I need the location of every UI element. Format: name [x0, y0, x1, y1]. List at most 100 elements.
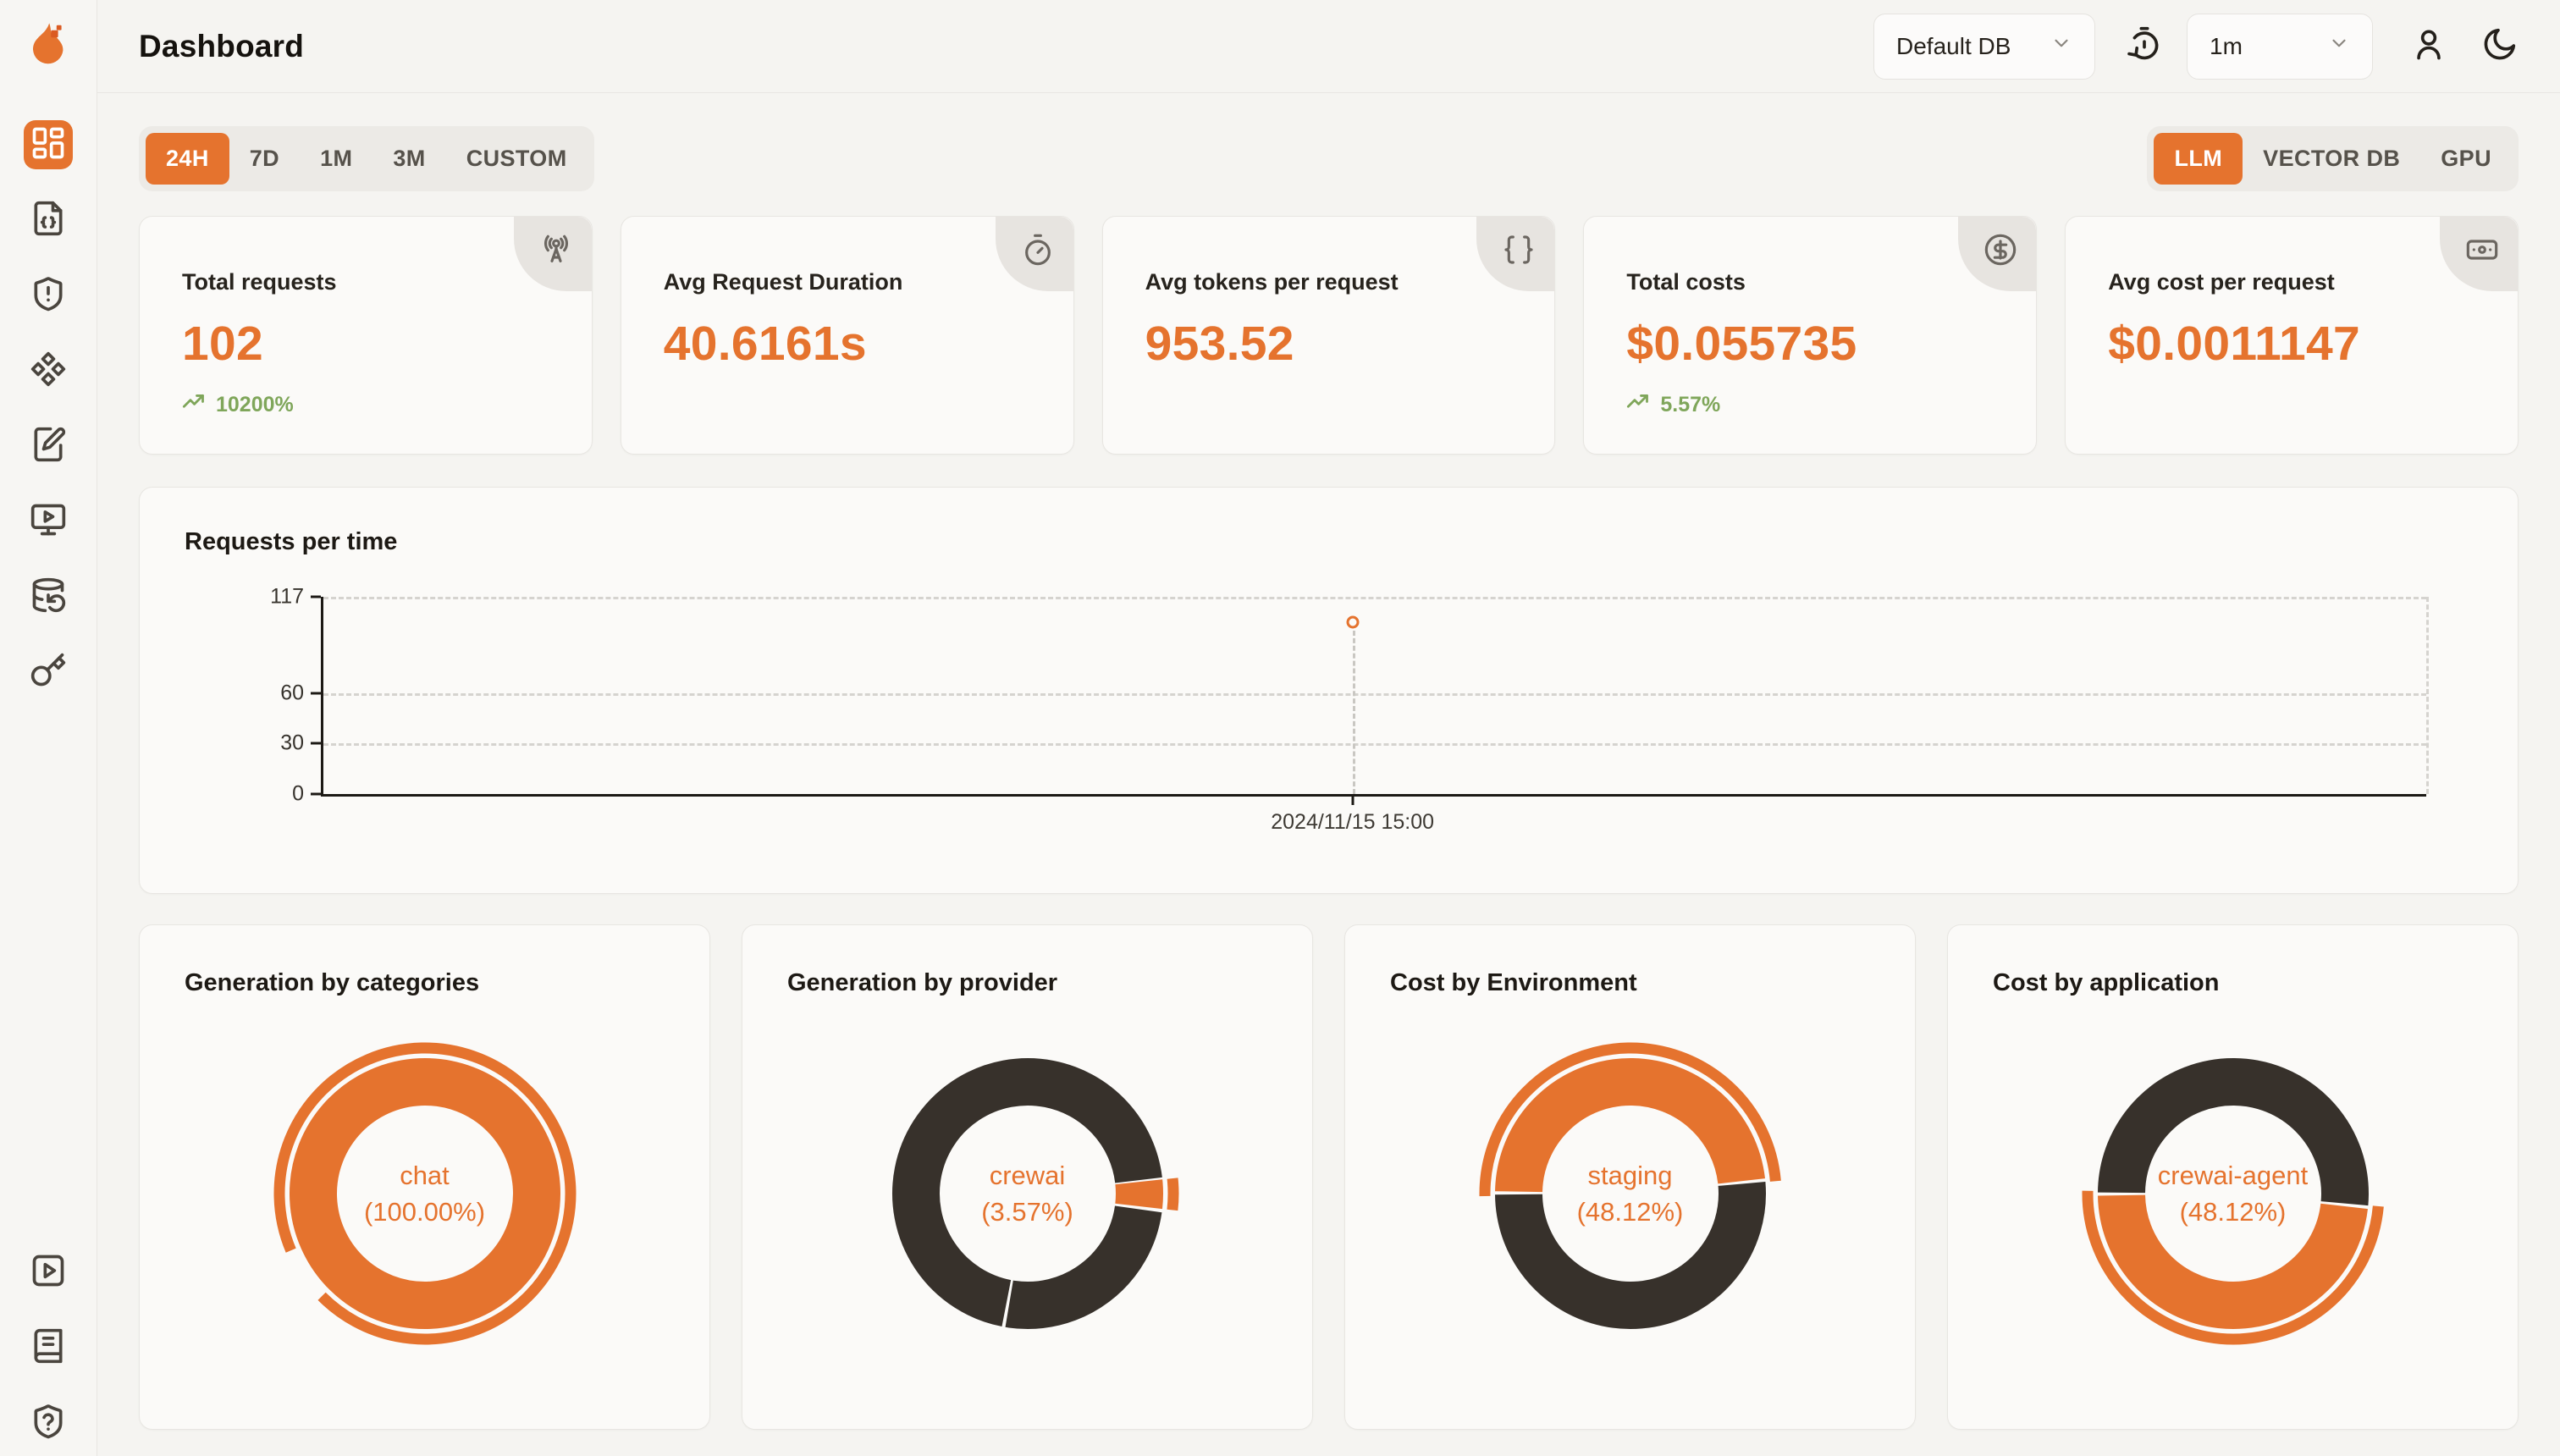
stat-card-total-costs: Total costs $0.055735 5.57%: [1583, 216, 2038, 455]
y-tick-mark: [311, 742, 321, 745]
sidebar-item-openground[interactable]: [24, 497, 73, 546]
stat-title: Avg Request Duration: [663, 269, 903, 295]
shield-question-icon: [30, 1403, 67, 1444]
stopwatch-icon: [1014, 233, 1055, 276]
stat-trend: 10200%: [182, 390, 592, 420]
sidebar-item-requests[interactable]: [24, 196, 73, 245]
chart-title: Requests per time: [185, 528, 398, 555]
h-gridline: [323, 597, 2426, 599]
timer-reset-icon: [2126, 25, 2163, 67]
file-code-icon: [30, 200, 67, 241]
page-header: Dashboard Default DB 1m: [97, 0, 2560, 93]
stat-cards-row: Total requests 102 10200%: [139, 216, 2519, 455]
x-axis-line: [321, 794, 2426, 797]
donut-chart[interactable]: chat (100.00%): [264, 1033, 586, 1354]
y-tick-label: 117: [270, 584, 304, 609]
sidebar-item-support[interactable]: [24, 1398, 73, 1448]
donut-cards-row: Generation by categories chat (100.00%) …: [139, 924, 2519, 1430]
donut-title: Cost by application: [1993, 969, 2220, 996]
stat-title: Total requests: [182, 269, 337, 295]
tab-1m[interactable]: 1M: [320, 146, 353, 171]
sidebar-nav: [24, 120, 73, 723]
user-profile-button[interactable]: [2410, 25, 2447, 67]
y-tick-label: 60: [280, 681, 304, 704]
donut-chart[interactable]: crewai-agent (48.12%): [2072, 1033, 2394, 1354]
mode-tabs: LLM VECTOR DB GPU: [2147, 126, 2519, 191]
sidebar-item-api-keys[interactable]: [24, 648, 73, 697]
circle-dollar-icon: [1977, 233, 2017, 276]
sidebar: [0, 0, 97, 1456]
stat-trend-value: 10200%: [216, 393, 294, 416]
stat-title: Avg tokens per request: [1145, 269, 1399, 295]
sidebar-item-dashboard[interactable]: [24, 120, 73, 169]
theme-toggle-button[interactable]: [2481, 25, 2519, 67]
braces-icon: [1495, 233, 1536, 276]
refresh-interval-value: 1m: [2210, 32, 2243, 59]
stat-card-avg-cost: Avg cost per request $0.0011147: [2065, 216, 2519, 455]
x-tick-label: 2024/11/15 15:00: [1271, 810, 1435, 834]
tab-7d[interactable]: 7D: [249, 146, 280, 171]
tab-24h[interactable]: 24H: [146, 133, 229, 185]
sidebar-item-databases[interactable]: [24, 572, 73, 621]
refresh-interval-select[interactable]: 1m: [2187, 13, 2373, 80]
component-diamonds-icon: [30, 350, 67, 392]
stat-title: Avg cost per request: [2108, 269, 2335, 295]
h-gridline: [323, 743, 2426, 747]
y-tick-label: 30: [280, 731, 304, 755]
y-tick-mark: [311, 595, 321, 598]
tab-vector-db[interactable]: VECTOR DB: [2263, 146, 2401, 171]
plot-right-edge: [2426, 597, 2429, 794]
requests-per-time-card: Requests per time 0 30 60 117 2024/11/15 15:…: [139, 487, 2519, 894]
trending-up-icon: [182, 390, 216, 420]
header-controls: Default DB 1m: [1873, 13, 2519, 80]
tab-3m[interactable]: 3M: [393, 146, 426, 171]
donut-svg: [2082, 1042, 2384, 1345]
database-backup-icon: [30, 576, 67, 618]
cost-by-environment-card: Cost by Environment staging (48.12%): [1344, 924, 1916, 1430]
sidebar-item-documentation[interactable]: [24, 1323, 73, 1372]
book-icon: [30, 1327, 67, 1369]
tab-llm[interactable]: LLM: [2154, 133, 2243, 185]
y-axis-line: [321, 597, 323, 794]
page-title: Dashboard: [139, 28, 305, 63]
sidebar-item-playground[interactable]: [24, 422, 73, 471]
stat-card-icon-badge: [2439, 217, 2518, 291]
stat-trend: 5.57%: [1626, 390, 2036, 420]
generation-by-provider-card: Generation by provider crewai (3.57%): [742, 924, 1313, 1430]
sidebar-item-prompts[interactable]: [24, 346, 73, 395]
moon-icon: [2481, 25, 2519, 67]
chevron-down-icon: [2050, 32, 2072, 60]
refresh-timer-button[interactable]: [2126, 25, 2163, 67]
donut-title: Generation by provider: [787, 969, 1058, 996]
layout-dashboard-icon: [30, 124, 67, 166]
x-tick-mark: [1351, 794, 1354, 805]
brand-logo[interactable]: [24, 20, 73, 69]
donut-title: Generation by categories: [185, 969, 480, 996]
stat-title: Total costs: [1626, 269, 1746, 295]
sidebar-item-demo-video[interactable]: [24, 1248, 73, 1297]
chevron-down-icon: [2328, 32, 2350, 60]
flame-logo-icon: [25, 19, 72, 71]
stat-value: 953.52: [1145, 317, 1294, 371]
donut-chart[interactable]: crewai (3.57%): [867, 1033, 1189, 1354]
filter-toolbar: 24H 7D 1M 3M CUSTOM LLM VECTOR DB GPU: [139, 126, 2519, 191]
donut-chart[interactable]: staging (48.12%): [1470, 1033, 1791, 1354]
stat-card-total-requests: Total requests 102 10200%: [139, 216, 593, 455]
tab-custom[interactable]: CUSTOM: [466, 146, 567, 171]
stat-value: 102: [182, 317, 264, 371]
y-tick-mark: [311, 792, 321, 796]
cost-by-application-card: Cost by application crewai-agent (48.12%…: [1947, 924, 2519, 1430]
stat-value: $0.0011147: [2108, 317, 2361, 371]
donut-svg: [273, 1042, 577, 1345]
y-tick-label: 0: [292, 781, 304, 806]
data-point[interactable]: [1346, 615, 1360, 629]
sidebar-item-exceptions[interactable]: [24, 271, 73, 320]
database-select-value: Default DB: [1896, 32, 2011, 59]
tab-gpu[interactable]: GPU: [2441, 146, 2491, 171]
notebook-pen-icon: [30, 426, 67, 467]
database-select[interactable]: Default DB: [1873, 13, 2095, 80]
radio-tower-icon: [532, 233, 573, 276]
stat-value: 40.6161s: [663, 317, 867, 371]
requests-chart-plot[interactable]: 0 30 60 117 2024/11/15 15:00: [270, 585, 2429, 834]
h-gridline: [323, 692, 2426, 696]
